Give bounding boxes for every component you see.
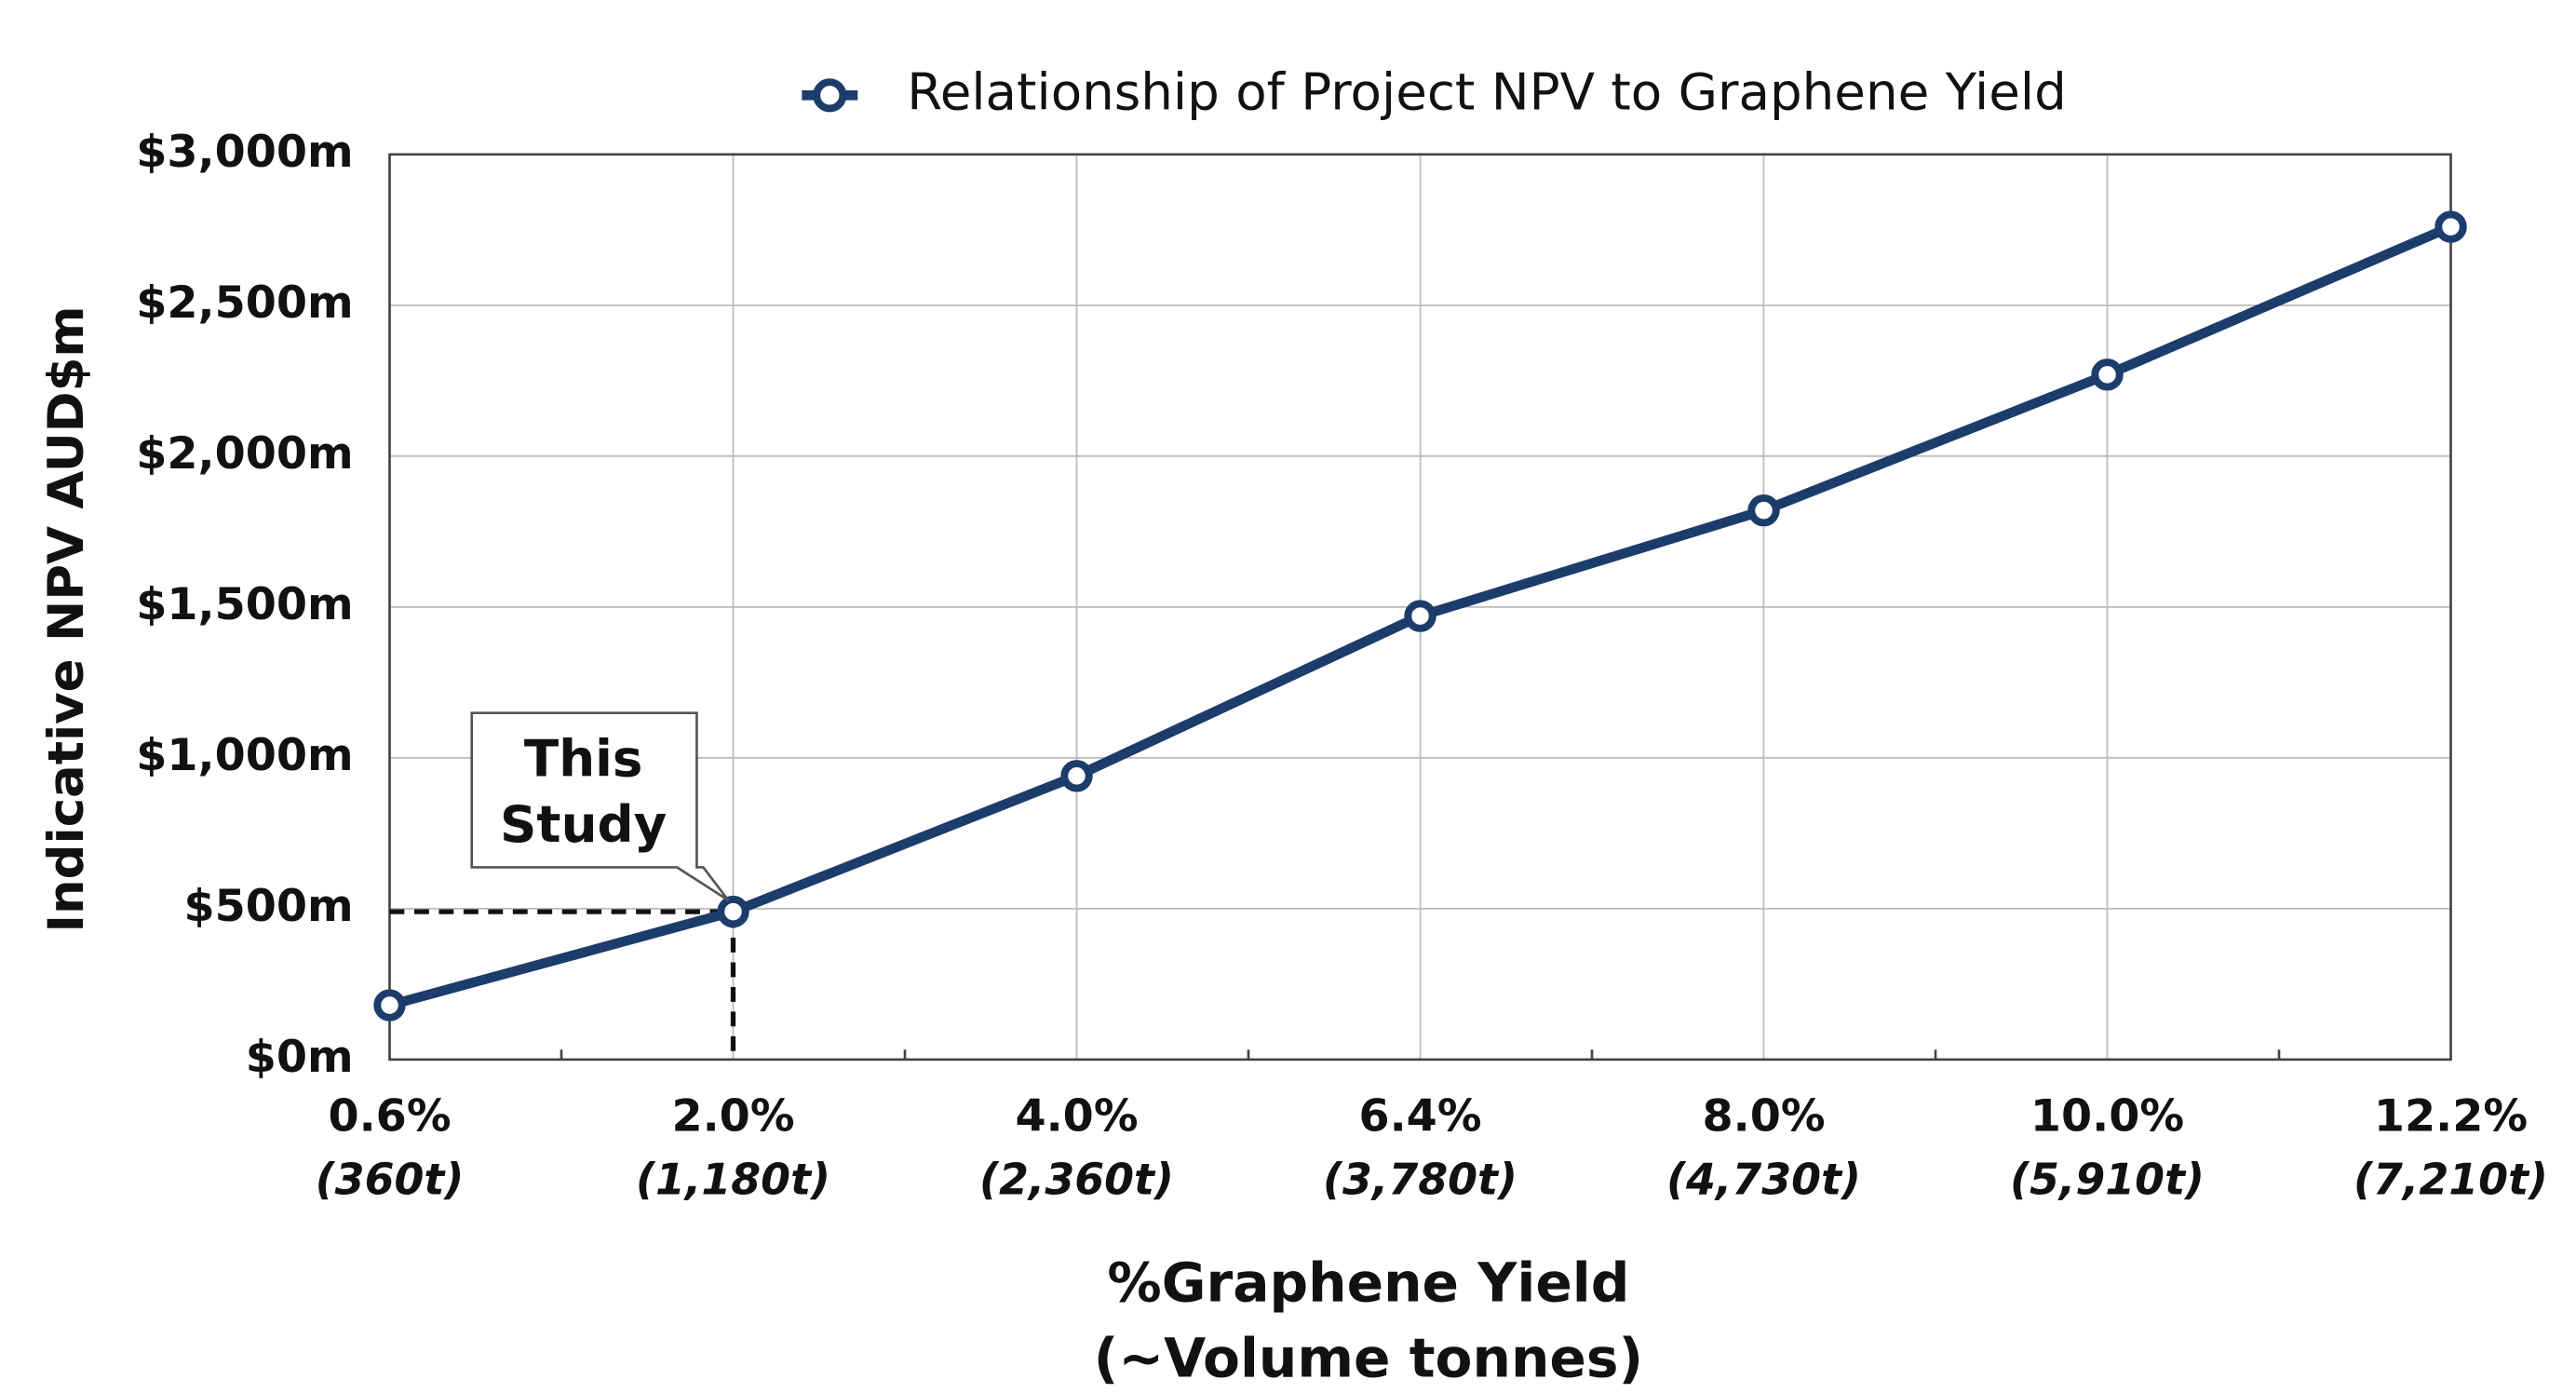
x-tick-label: 8.0% bbox=[1702, 1090, 1825, 1142]
annotation-box bbox=[470, 711, 730, 901]
x-tick-sublabel: (2,360t) bbox=[979, 1155, 1174, 1205]
x-tick-label: 10.0% bbox=[2030, 1090, 2184, 1142]
annotation-text: This bbox=[524, 729, 642, 789]
y-axis-label: Indicative NPV AUD$m bbox=[38, 305, 95, 932]
y-tick-label: $1,000m bbox=[136, 730, 353, 781]
x-tick-label: 2.0% bbox=[671, 1090, 794, 1142]
x-axis-label: %Graphene Yield bbox=[1107, 1251, 1629, 1314]
y-tick-label: $0m bbox=[246, 1032, 354, 1083]
data-point bbox=[717, 895, 749, 928]
x-tick-label: 4.0% bbox=[1015, 1090, 1138, 1142]
data-point bbox=[2091, 358, 2124, 391]
y-tick-label: $1,500m bbox=[136, 579, 353, 630]
x-tick-sublabel: (1,180t) bbox=[636, 1155, 830, 1205]
x-tick-sublabel: (7,210t) bbox=[2353, 1155, 2548, 1205]
x-tick-label: 6.4% bbox=[1358, 1090, 1481, 1142]
plot-frame bbox=[388, 153, 2452, 1062]
x-tick-sublabel: (5,910t) bbox=[2010, 1155, 2205, 1205]
x-tick-label: 12.2% bbox=[2374, 1090, 2528, 1142]
data-point bbox=[2434, 210, 2467, 243]
y-tick-label: $3,000m bbox=[136, 127, 353, 178]
x-tick-sublabel: (4,730t) bbox=[1666, 1155, 1861, 1205]
y-tick-label: $2,000m bbox=[136, 428, 353, 480]
data-point bbox=[1404, 600, 1436, 632]
x-tick-sublabel: (360t) bbox=[316, 1155, 465, 1205]
y-tick-label: $500m bbox=[184, 881, 354, 932]
data-point bbox=[373, 989, 406, 1021]
data-point bbox=[1747, 494, 1780, 527]
legend-label: Relationship of Project NPV to Graphene … bbox=[907, 61, 2067, 121]
annotation-guide bbox=[389, 909, 736, 1060]
x-tick-label: 0.6% bbox=[328, 1090, 451, 1142]
x-axis-sublabel: (~Volume tonnes) bbox=[1094, 1327, 1643, 1390]
legend-marker bbox=[813, 78, 847, 113]
x-tick-sublabel: (3,780t) bbox=[1323, 1155, 1517, 1205]
y-tick-label: $2,500m bbox=[136, 277, 353, 329]
annotation-text: Study bbox=[500, 794, 667, 854]
data-point bbox=[1060, 760, 1093, 792]
